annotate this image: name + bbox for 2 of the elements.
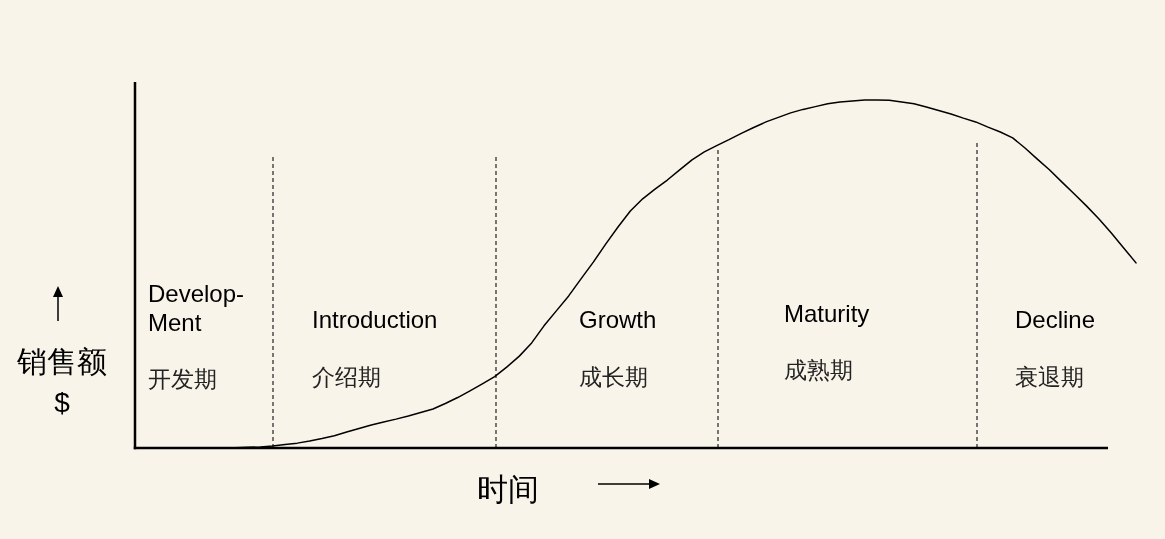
x-axis-title: 时间 xyxy=(477,472,539,507)
y-axis-title: 销售额 $ xyxy=(16,345,107,418)
